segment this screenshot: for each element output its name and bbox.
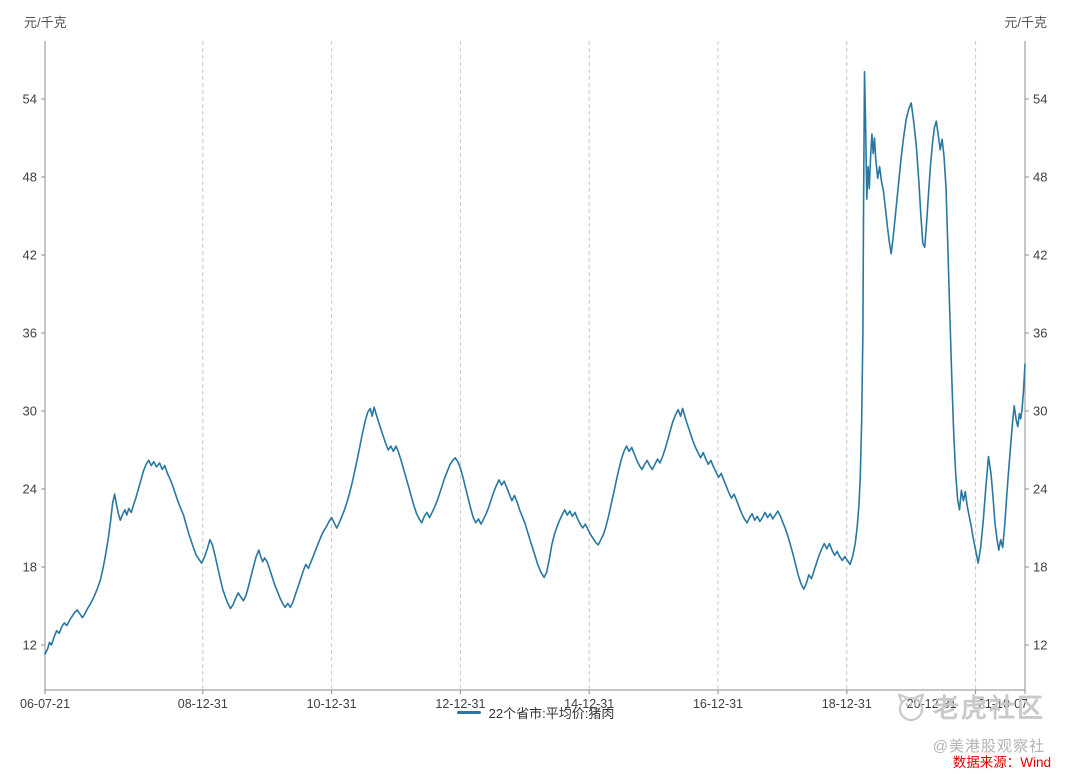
y-tick-label: 18 [23,560,37,575]
y-tick-label: 24 [23,482,37,497]
watermark: 老虎社区 [896,688,1045,725]
y-axis-unit-label-left: 元/千克 [24,15,67,30]
legend: 22个省市:平均价:猪肉 [0,703,1071,722]
watermark-name: 老虎社区 [932,693,1045,723]
legend-line-marker [456,711,481,714]
x-tick-label: 21-10-07 [978,697,1028,711]
y-tick-label: 48 [23,170,37,185]
y-tick-label: 54 [1033,92,1047,107]
x-tick-label: 12-12-31 [435,697,485,711]
x-tick-label: 18-12-31 [822,697,872,711]
y-tick-label: 54 [23,92,37,107]
x-tick-label: 14-12-31 [564,697,614,711]
y-axis-unit-label-right: 元/千克 [1004,15,1047,30]
y-tick-label: 24 [1033,482,1047,497]
x-tick-label: 06-07-21 [20,697,70,711]
source-note: 数据来源：Wind [952,755,1051,770]
x-tick-label: 16-12-31 [693,697,743,711]
tiger-logo-icon [896,691,926,723]
y-tick-label: 18 [1033,560,1047,575]
y-tick-label: 48 [1033,170,1047,185]
price-line [44,70,1026,655]
y-tick-label: 12 [23,638,37,653]
y-tick-label: 12 [1033,638,1047,653]
legend-series-label: 22个省市:平均价:猪肉 [488,706,615,721]
x-tick-label: 10-12-31 [307,697,357,711]
y-tick-label: 42 [1033,248,1047,263]
y-tick-label: 30 [23,404,37,419]
y-tick-label: 42 [23,248,37,263]
y-tick-label: 36 [1033,326,1047,341]
watermark-handle: @美港股观察社 [932,738,1045,755]
y-tick-label: 30 [1033,404,1047,419]
y-tick-label: 36 [23,326,37,341]
x-tick-label: 08-12-31 [178,697,228,711]
